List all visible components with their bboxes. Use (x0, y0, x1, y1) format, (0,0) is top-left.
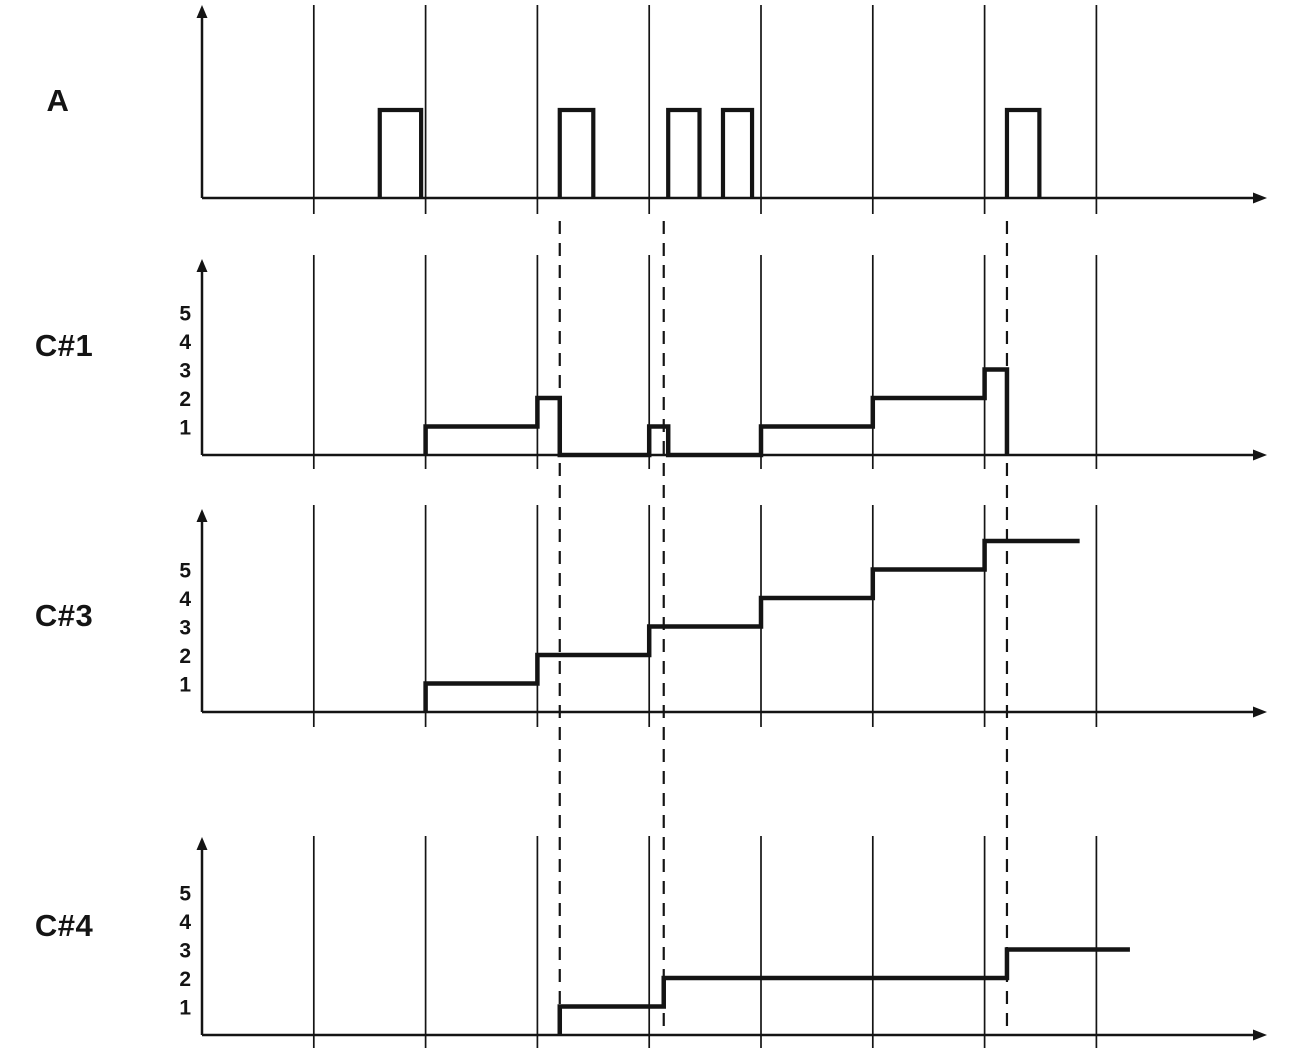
y-axis-arrowhead (196, 509, 208, 522)
pulse-waveform (377, 107, 424, 198)
y-tick-label: 3 (179, 360, 191, 383)
y-tick-label: 4 (179, 588, 191, 611)
step-waveform-C1 (423, 367, 1010, 458)
pulse-waveform (720, 107, 755, 198)
panel-label-counter-3: C#3 (34, 598, 94, 633)
x-axis-arrowhead (1253, 449, 1267, 461)
y-tick-label: 2 (179, 968, 191, 991)
y-tick-label: 1 (179, 674, 191, 697)
y-tick-label: 2 (179, 645, 191, 668)
y-tick-label: 3 (179, 617, 191, 640)
y-axis-arrowhead (196, 5, 208, 18)
panel-label-counter-1: C#1 (34, 328, 94, 363)
x-axis-arrowhead (1253, 1029, 1267, 1041)
y-tick-label: 5 (179, 883, 191, 906)
y-axis-arrowhead (196, 259, 208, 272)
step-waveform-C4 (557, 947, 1130, 1035)
y-tick-label: 5 (179, 303, 191, 326)
y-tick-label: 3 (179, 940, 191, 963)
y-tick-label: 4 (179, 331, 191, 354)
y-axis-arrowhead (196, 837, 208, 850)
pulse-waveform (557, 107, 596, 198)
x-axis-arrowhead (1253, 192, 1267, 204)
y-tick-label: 5 (179, 560, 191, 583)
y-tick-label: 1 (179, 417, 191, 440)
y-tick-label: 1 (179, 997, 191, 1020)
y-tick-label: 2 (179, 388, 191, 411)
step-waveform-C3 (423, 538, 1080, 712)
pulse-waveform (1004, 107, 1042, 198)
pulse-waveform (666, 107, 702, 198)
y-tick-label: 4 (179, 911, 191, 934)
panel-label-signal-a: A (46, 83, 70, 118)
panel-label-counter-4: C#4 (34, 908, 94, 943)
x-axis-arrowhead (1253, 706, 1267, 718)
